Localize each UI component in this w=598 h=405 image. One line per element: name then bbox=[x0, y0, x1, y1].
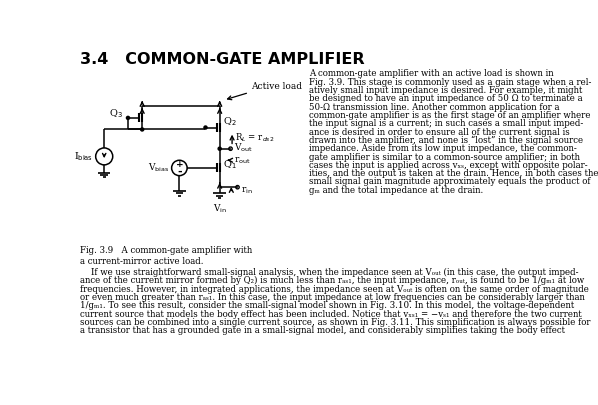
Text: V$_{\rm out}$: V$_{\rm out}$ bbox=[234, 142, 252, 154]
Text: Q$_1$: Q$_1$ bbox=[223, 158, 236, 171]
Text: If we use straightforward small-signal analysis, when the impedance seen at Vₒᵤₜ: If we use straightforward small-signal a… bbox=[80, 268, 579, 277]
Text: gₘ and the total impedance at the drain.: gₘ and the total impedance at the drain. bbox=[309, 186, 483, 195]
Text: 3.4   COMMON-GATE AMPLIFIER: 3.4 COMMON-GATE AMPLIFIER bbox=[80, 53, 365, 68]
Text: V$_{\rm in}$: V$_{\rm in}$ bbox=[213, 202, 227, 215]
Text: gate amplifier is similar to a common-source amplifier; in both: gate amplifier is similar to a common-so… bbox=[309, 153, 580, 162]
Text: impedance. Aside from its low input impedance, the common-: impedance. Aside from its low input impe… bbox=[309, 144, 576, 153]
Text: current source that models the body effect has been included. Notice that vₓₛ₁ =: current source that models the body effe… bbox=[80, 310, 582, 319]
Text: +: + bbox=[176, 160, 183, 168]
Text: ities, and the output is taken at the drain. Hence, in both cases the: ities, and the output is taken at the dr… bbox=[309, 169, 598, 178]
Text: Q$_3$: Q$_3$ bbox=[109, 108, 123, 120]
Circle shape bbox=[141, 128, 144, 131]
Text: or even much greater than rₐₛ₁. In this case, the input impedance at low frequen: or even much greater than rₐₛ₁. In this … bbox=[80, 293, 585, 302]
Text: R$_L$ = r$_{ds2}$: R$_L$ = r$_{ds2}$ bbox=[235, 132, 274, 144]
Text: I$_{\rm bias}$: I$_{\rm bias}$ bbox=[74, 150, 93, 163]
Text: cases the input is applied across vₓₛ, except with opposite polar-: cases the input is applied across vₓₛ, e… bbox=[309, 161, 587, 170]
Text: common-gate amplifier is as the first stage of an amplifier where: common-gate amplifier is as the first st… bbox=[309, 111, 590, 120]
Text: be designed to have an input impedance of 50 Ω to terminate a: be designed to have an input impedance o… bbox=[309, 94, 582, 103]
Text: atively small input impedance is desired. For example, it might: atively small input impedance is desired… bbox=[309, 86, 582, 95]
Text: Fig. 3.9   A common-gate amplifier with
a current-mirror active load.: Fig. 3.9 A common-gate amplifier with a … bbox=[80, 247, 252, 266]
Text: a transistor that has a grounded gate in a small-signal model, and considerably : a transistor that has a grounded gate in… bbox=[80, 326, 565, 335]
Circle shape bbox=[204, 126, 207, 129]
Text: ance is desired in order to ensure all of the current signal is: ance is desired in order to ensure all o… bbox=[309, 128, 569, 136]
Text: frequencies. However, in integrated applications, the impedance seen at Vₒᵤₜ is : frequencies. However, in integrated appl… bbox=[80, 285, 589, 294]
Text: V$_{\rm bias}$: V$_{\rm bias}$ bbox=[148, 162, 169, 174]
Circle shape bbox=[218, 147, 221, 150]
Text: r$_{\rm out}$: r$_{\rm out}$ bbox=[234, 155, 251, 166]
Text: drawn into the amplifier, and none is “lost” in the signal source: drawn into the amplifier, and none is “l… bbox=[309, 136, 583, 145]
Text: the input signal is a current; in such cases a small input imped-: the input signal is a current; in such c… bbox=[309, 119, 583, 128]
Circle shape bbox=[126, 116, 130, 119]
Text: A common-gate amplifier with an active load is shown in: A common-gate amplifier with an active l… bbox=[309, 69, 553, 79]
Text: ance of the current mirror formed by Q₂) is much less than rₐₛ₁, the input imped: ance of the current mirror formed by Q₂)… bbox=[80, 276, 584, 286]
Text: sources can be combined into a single current source, as shown in Fig. 3.11. Thi: sources can be combined into a single cu… bbox=[80, 318, 591, 327]
Text: 1/gₘ₁. To see this result, consider the small-signal model shown in Fig. 3.10. I: 1/gₘ₁. To see this result, consider the … bbox=[80, 301, 575, 310]
Text: 50-Ω transmission line. Another common application for a: 50-Ω transmission line. Another common a… bbox=[309, 102, 559, 112]
Text: Fig. 3.9. This stage is commonly used as a gain stage when a rel-: Fig. 3.9. This stage is commonly used as… bbox=[309, 78, 591, 87]
Text: r$_{\rm in}$: r$_{\rm in}$ bbox=[240, 186, 252, 196]
Text: -: - bbox=[177, 167, 182, 177]
Text: small signal gain magnitude approximately equals the product of: small signal gain magnitude approximatel… bbox=[309, 177, 590, 186]
Text: Active load: Active load bbox=[251, 82, 301, 91]
Text: Q$_2$: Q$_2$ bbox=[223, 115, 236, 128]
